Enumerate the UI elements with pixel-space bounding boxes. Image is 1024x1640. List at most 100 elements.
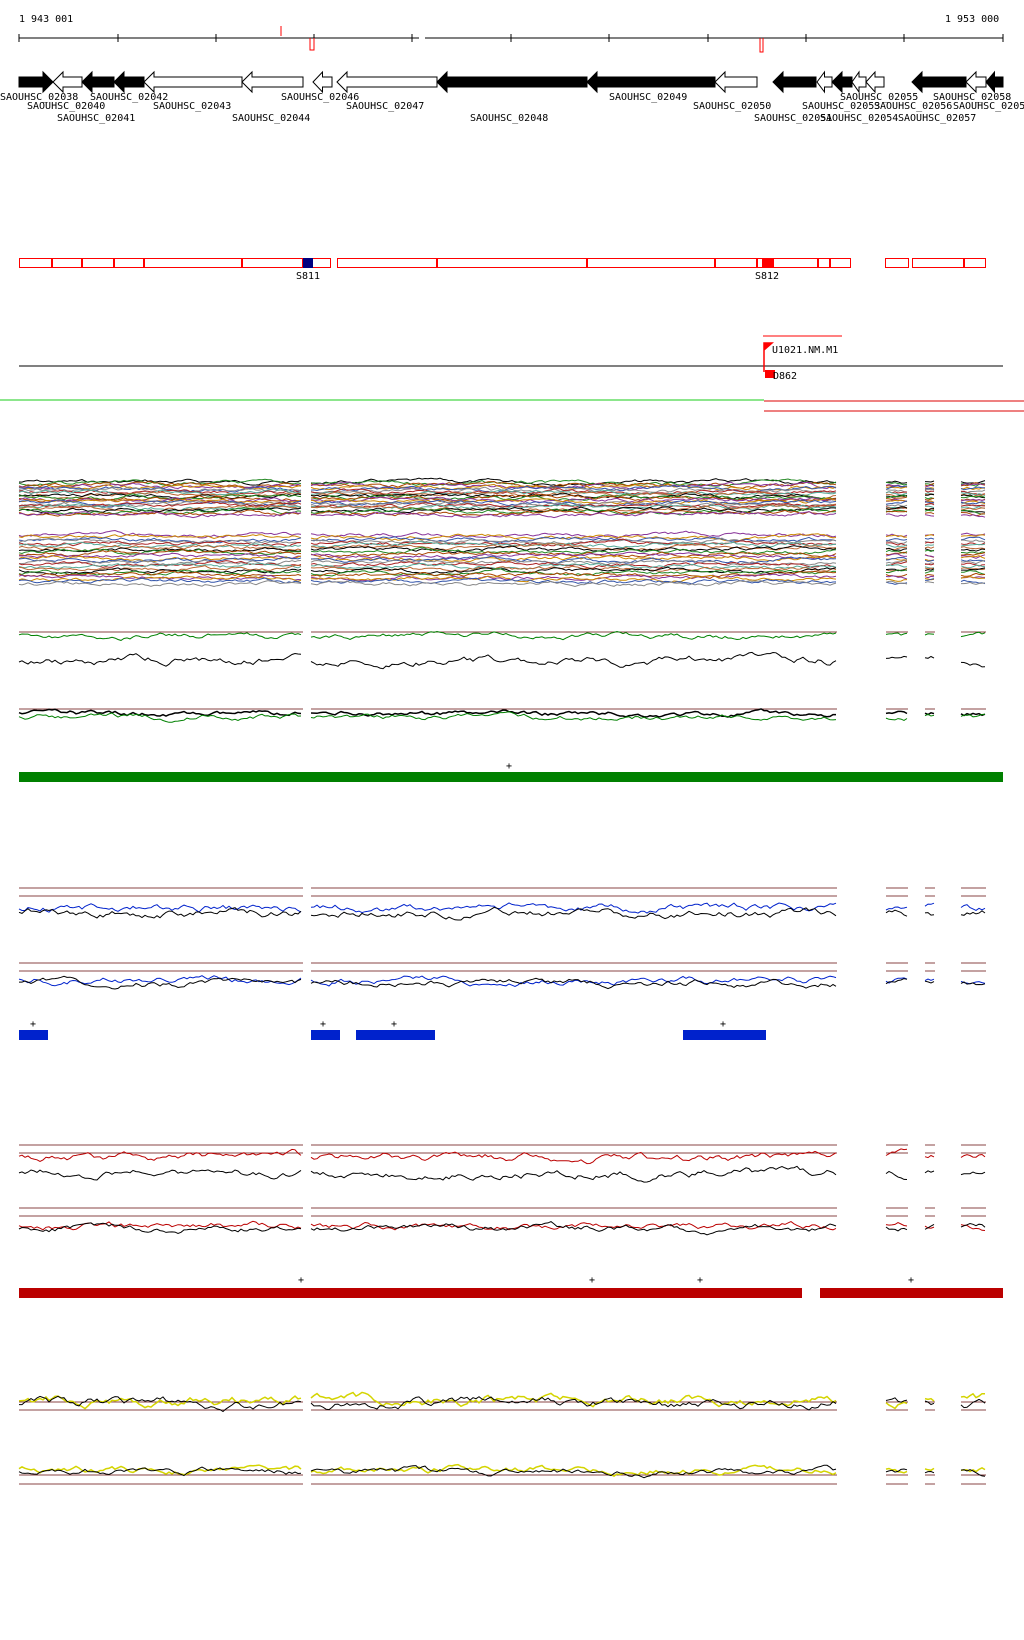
feature-arrow-icon [763,342,774,372]
ruler-start-label: 1 943 001 [19,14,73,25]
gene-label[interactable]: SAOUHSC_02059 [953,101,1024,112]
gene-arrow[interactable] [586,70,716,94]
blue-bar-4[interactable] [683,1030,766,1040]
gene-arrow[interactable] [714,70,758,94]
segment-box[interactable] [912,258,964,268]
segment-box[interactable] [52,258,82,268]
sample-trace [18,548,302,555]
sample-trace [960,543,986,547]
segment-box[interactable] [818,258,830,268]
blue-bar-2[interactable] [311,1030,340,1040]
gene-arrow[interactable] [143,70,243,94]
segment-box[interactable] [82,258,114,268]
sample-trace [885,510,908,513]
gene-arrow[interactable] [241,70,304,94]
sample-trace [924,509,935,512]
feature-track: U1021.NM.M1 D862 [0,335,1024,412]
feature-marker-d862[interactable] [765,370,775,378]
sample-trace [924,508,935,511]
sample-trace [885,575,908,580]
segment-box[interactable] [587,258,715,268]
gene-label[interactable]: SAOUHSC_02058 [933,92,1011,103]
yellow-trace [310,1463,837,1477]
gene-arrow[interactable] [336,70,438,94]
gene-arrow[interactable] [772,70,817,94]
gene-arrow[interactable] [851,70,867,94]
black-trace [960,661,986,668]
gene-arrow[interactable] [865,70,885,94]
gene-arrow[interactable] [911,70,967,94]
gene-label[interactable]: SAOUHSC_02053 [802,101,880,112]
blue-bar-3[interactable] [356,1030,435,1040]
gene-arrow[interactable] [816,70,833,94]
gene-label[interactable]: SAOUHSC_02056 [874,101,952,112]
gene-label[interactable]: SAOUHSC_02042 [90,92,168,103]
gene-label[interactable]: SAOUHSC_02040 [27,101,105,112]
yellow-group-traces [18,1391,986,1485]
segment-box[interactable] [964,258,986,268]
ruler-red-notch [309,38,315,51]
gene-label[interactable]: SAOUHSC_02048 [470,113,548,124]
feature-label-d862[interactable]: D862 [773,371,797,382]
segment-box[interactable] [19,258,52,268]
sample-trace [885,491,908,496]
segment-box[interactable] [114,258,144,268]
segment-highlight-s811[interactable] [303,258,313,268]
gene-arrow[interactable] [18,70,54,94]
blue-trace [885,906,908,911]
red-bar-2[interactable] [820,1288,1003,1298]
gene-arrow[interactable] [965,70,987,94]
gene-label[interactable]: SAOUHSC_02051 [754,113,832,124]
sample-trace [310,509,837,517]
segment-box[interactable] [830,258,851,268]
sample-trace [885,496,908,501]
sample-trace [960,548,986,552]
segment-box[interactable] [885,258,909,268]
gene-arrow[interactable] [81,70,115,94]
gene-label[interactable]: SAOUHSC_02044 [232,113,310,124]
sample-trace [924,505,935,509]
segment-box[interactable] [144,258,242,268]
gene-label[interactable]: SAOUHSC_02046 [281,92,359,103]
sample-trace [885,481,908,486]
segment-highlight-s812[interactable] [762,258,774,268]
gene-label[interactable]: SAOUHSC_02038 [0,92,78,103]
gene-label[interactable]: SAOUHSC_02050 [693,101,771,112]
gene-arrow[interactable] [436,70,588,94]
sample-trace [18,493,302,501]
black-trace [960,1398,986,1409]
segment-box[interactable] [715,258,757,268]
gene-arrow[interactable] [52,70,83,94]
gene-label[interactable]: SAOUHSC_02049 [609,92,687,103]
blue-bar-1[interactable] [19,1030,48,1040]
gene-label[interactable]: SAOUHSC_02057 [898,113,976,124]
gene-arrow[interactable] [113,70,145,94]
green-region-bar[interactable]: + [19,761,1003,782]
gene-arrow[interactable] [985,70,1004,94]
sample-trace [924,581,935,584]
segment-box[interactable] [757,258,818,268]
gene-arrow[interactable] [312,70,333,94]
sample-trace [924,493,935,496]
green-bar[interactable] [19,772,1003,782]
red-trace [885,1222,908,1227]
segment-box[interactable] [437,258,587,268]
gene-arrow[interactable] [831,70,853,94]
red-trace [924,1225,935,1229]
sample-trace [310,580,837,588]
gene-label[interactable]: SAOUHSC_02041 [57,113,135,124]
segment-box[interactable] [242,258,303,268]
sample-trace [960,572,986,577]
gene-label[interactable]: SAOUHSC_02043 [153,101,231,112]
gene-label[interactable]: SAOUHSC_02047 [346,101,424,112]
sample-trace [960,554,986,559]
yellow-trace [18,1464,302,1476]
feature-label-u1021[interactable]: U1021.NM.M1 [772,345,838,356]
segment-box[interactable] [337,258,437,268]
gene-label[interactable]: SAOUHSC_02055 [840,92,918,103]
sample-trace [961,581,986,585]
gene-label[interactable]: SAOUHSC_02054 [820,113,898,124]
green-group-traces [18,630,986,723]
red-bar-1[interactable] [19,1288,802,1298]
black-trace [18,652,302,667]
